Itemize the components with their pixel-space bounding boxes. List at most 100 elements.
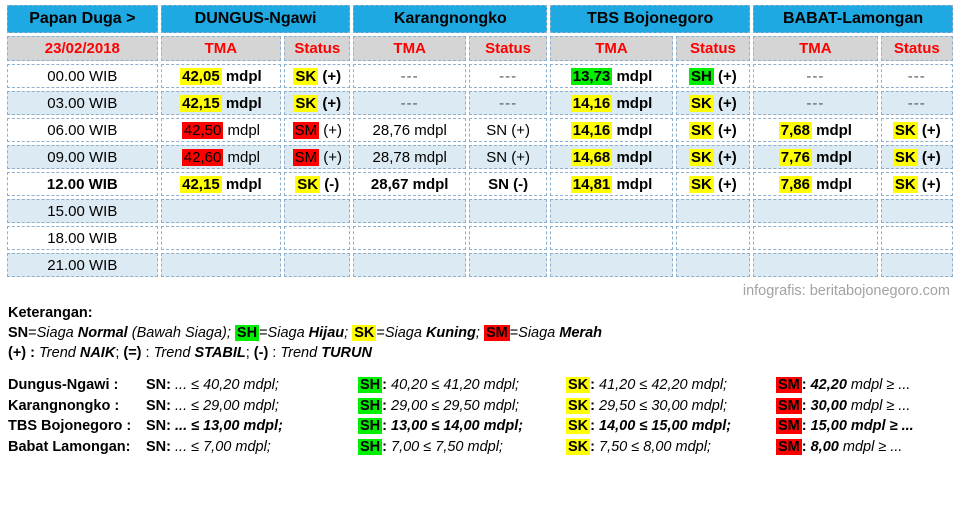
status-cell: SK (+): [675, 172, 751, 196]
status-cell: SN (+): [468, 118, 548, 142]
unit-text: (+): [713, 148, 737, 166]
tma-cell: [550, 199, 673, 223]
unit-text: (+): [318, 94, 342, 112]
status-cell: [675, 199, 751, 223]
tma-header: TMA: [353, 36, 466, 61]
time-cell: 09.00 WIB: [7, 145, 158, 169]
status-code: SH: [358, 377, 383, 393]
unit-text: (+): [507, 148, 530, 166]
sn-range: SN: ... ≤ 40,20 mdpl;: [146, 375, 358, 396]
range-value: 30,00: [810, 397, 847, 414]
range-value: 15,00: [810, 418, 847, 434]
status-code: SK: [566, 397, 591, 414]
sm-range: SM: 30,00 mdpl ≥ ...: [776, 396, 960, 417]
range-text: ... ≤ 40,20 mdpl;: [175, 377, 279, 393]
tma-cell: [550, 226, 673, 250]
text-segment: (+) :: [8, 345, 40, 361]
text-segment: Kuning: [425, 325, 476, 341]
papan-duga-table: Papan Duga > DUNGUS-Ngawi Karangnongko T…: [4, 2, 956, 280]
table-row: 00.00 WIB 42,05 mdpl SK (+) --- --- 13,73 mdp…: [7, 64, 953, 88]
tma-cell: [160, 199, 282, 223]
status-code: SK: [566, 377, 591, 393]
text-segment: :: [166, 377, 176, 393]
text-segment: Merah: [559, 325, 602, 341]
text-segment: =: [259, 325, 268, 341]
text-segment: :: [166, 438, 176, 455]
sk-range: SK: 7,50 ≤ 8,00 mdpl;: [566, 437, 776, 458]
tma-cell: [353, 253, 466, 277]
unit-text: mdpl: [612, 148, 653, 166]
status-cell: ---: [880, 91, 953, 115]
text-segment: Siaga: [267, 325, 309, 341]
no-data-dash: ---: [499, 94, 518, 112]
text-segment: ;: [344, 325, 353, 341]
range-text: 14,00 ≤ 15,00 mdpl;: [599, 418, 732, 434]
no-data-dash: ---: [400, 94, 419, 112]
text-segment: (Bawah Siaga);: [127, 325, 235, 341]
text-segment: Hijau: [308, 325, 345, 341]
value-text: SK: [689, 148, 714, 166]
unit-text: mdpl: [612, 67, 653, 85]
unit-text: (+): [917, 175, 941, 193]
sh-range: SH: 7,00 ≤ 7,50 mdpl;: [358, 437, 566, 458]
tma-header: TMA: [550, 36, 673, 61]
legend-trend-line: (+) : Trend NAIK; (=) : Trend STABIL; (-…: [8, 343, 960, 363]
range-text: 7,50 ≤ 8,00 mdpl;: [599, 438, 711, 455]
range-text: 13,00 ≤ 14,00 mdpl;: [391, 418, 524, 434]
status-cell: SK (+): [675, 145, 751, 169]
status-cell: [468, 226, 548, 250]
table-row: 06.00 WIB 42,50 mdpl SM (+) 28,76 mdpl SN (+…: [7, 118, 953, 142]
sk-range: SK: 29,50 ≤ 30,00 mdpl;: [566, 396, 776, 417]
value-text: 14,68: [570, 148, 613, 166]
value-text: SK: [892, 148, 918, 166]
tma-cell: [353, 226, 466, 250]
status-code: SM: [776, 377, 802, 393]
time-cell: 21.00 WIB: [7, 253, 158, 277]
tma-cell: 42,05 mdpl: [160, 64, 282, 88]
text-segment: :: [166, 397, 176, 414]
unit-text: (+): [318, 67, 342, 85]
range-text: 29,50 ≤ 30,00 mdpl;: [599, 397, 728, 414]
value-text: 14,16: [570, 94, 613, 112]
text-segment: (-): [253, 345, 269, 361]
tma-cell: [160, 226, 282, 250]
status-cell: ---: [468, 91, 548, 115]
status-header: Status: [468, 36, 548, 61]
status-code: SH: [358, 418, 383, 434]
time-cell: 00.00 WIB: [7, 64, 158, 88]
tma-cell: 14,68 mdpl: [550, 145, 673, 169]
sh-range: SH: 29,00 ≤ 29,50 mdpl;: [358, 396, 566, 417]
thresholds-block: Dungus-Ngawi : SN: ... ≤ 40,20 mdpl; SH: 4…: [8, 375, 960, 457]
status-cell: SK (+): [880, 172, 953, 196]
text-segment: SM: [483, 325, 510, 341]
status-code: SM: [776, 418, 802, 434]
status-cell: SM (+): [284, 145, 351, 169]
station-header-dungus-ngawi: DUNGUS-Ngawi: [160, 5, 351, 33]
text-segment: :: [382, 438, 392, 455]
text-segment: Siaga: [36, 325, 78, 341]
text-segment: ;: [245, 345, 254, 361]
text-segment: :: [166, 418, 176, 434]
unit-text: mdpl: [221, 67, 262, 85]
value-text: SK: [689, 175, 714, 193]
status-cell: SH (+): [675, 64, 751, 88]
status-cell: SN (+): [468, 145, 548, 169]
unit-text: (+): [507, 121, 530, 139]
status-cell: SK (+): [880, 118, 953, 142]
station-name: Dungus-Ngawi :: [8, 377, 119, 393]
unit-text: (+): [319, 148, 342, 166]
unit-text: mdpl: [811, 148, 852, 166]
value-text: 7,86: [778, 175, 812, 193]
value-text: 7,68: [778, 121, 812, 139]
range-text: 7,00 ≤ 7,50 mdpl;: [391, 438, 503, 455]
status-cell: SK (-): [284, 172, 351, 196]
tma-cell: 28,76 mdpl: [353, 118, 466, 142]
status-cell: SM (+): [284, 118, 351, 142]
station-name: Babat Lamongan:: [8, 438, 131, 455]
text-segment: ;: [475, 325, 484, 341]
status-code: SN: [146, 377, 167, 393]
sh-range: SH: 13,00 ≤ 14,00 mdpl;: [358, 416, 566, 437]
unit-text: mdpl: [612, 94, 653, 112]
unit-text: mdpl: [410, 121, 447, 139]
unit-text: (+): [319, 121, 342, 139]
